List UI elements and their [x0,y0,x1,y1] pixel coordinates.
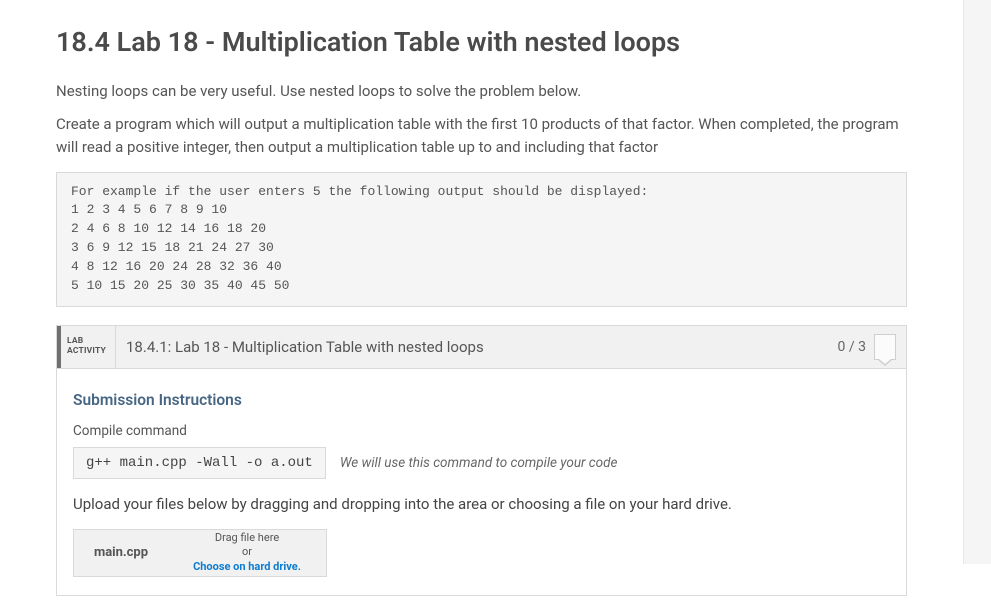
main-content: 18.4 Lab 18 - Multiplication Table with … [0,0,963,606]
page-root: 18.4 Lab 18 - Multiplication Table with … [0,0,991,564]
dropzone-choose-link[interactable]: Choose on hard drive. [193,560,301,574]
compile-command-box: g++ main.cpp -Wall -o a.out [73,447,326,479]
intro-paragraph-1: Nesting loops can be very useful. Use ne… [56,80,907,103]
activity-title: 18.4.1: Lab 18 - Multiplication Table wi… [115,326,838,368]
dropzone-filename: main.cpp [74,530,168,576]
right-scroll-gutter [963,0,991,564]
page-title: 18.4 Lab 18 - Multiplication Table with … [56,26,907,60]
upload-instructions: Upload your files below by dragging and … [73,495,890,513]
intro-paragraph-2: Create a program which will output a mul… [56,113,907,160]
lab-activity-badge: LAB ACTIVITY [57,326,115,368]
dropzone-or-label: or [242,545,252,559]
activity-score: 0 / 3 [838,339,866,355]
compile-command-note: We will use this command to compile your… [340,455,618,471]
activity-panel: Submission Instructions Compile command … [56,369,907,596]
file-dropzone[interactable]: main.cpp Drag file here or Choose on har… [73,529,327,577]
score-chevron-icon[interactable] [874,334,896,360]
badge-line-2: ACTIVITY [67,347,106,357]
dropzone-actions: Drag file here or Choose on hard drive. [168,530,326,576]
submission-heading: Submission Instructions [73,391,890,409]
activity-score-wrap: 0 / 3 [838,326,906,368]
activity-header-bar: LAB ACTIVITY 18.4.1: Lab 18 - Multiplica… [56,325,907,369]
example-output-block: For example if the user enters 5 the fol… [56,172,907,307]
compile-row: g++ main.cpp -Wall -o a.out We will use … [73,447,890,479]
dropzone-drag-label: Drag file here [215,531,279,545]
compile-command-label: Compile command [73,423,890,439]
